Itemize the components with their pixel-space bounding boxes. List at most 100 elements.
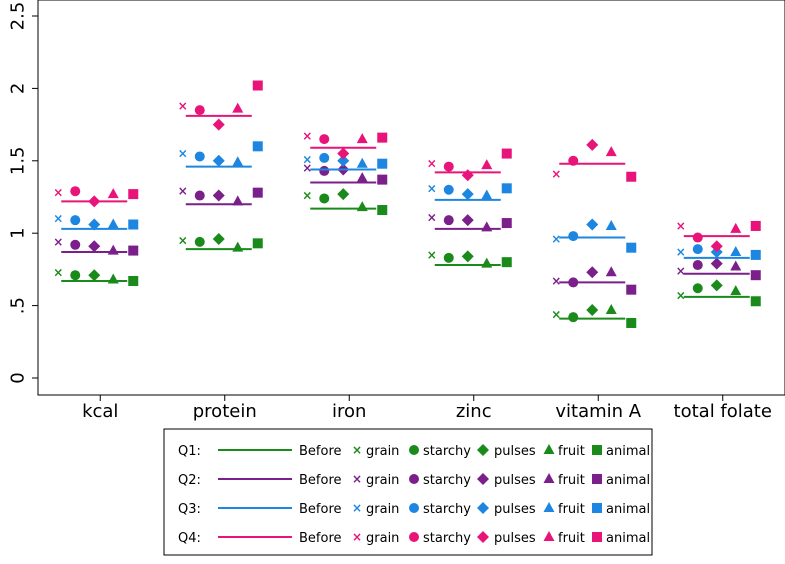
legend-starchy-marker [409,503,419,513]
x-tick-label: iron [332,401,366,422]
starchy-point [693,260,703,270]
legend-grain-label: grain [366,502,399,517]
legend-quartile-label: Q2: [178,473,201,488]
pulses-point [88,269,100,281]
legend-grain-marker: × [352,501,362,515]
starchy-point [195,191,205,201]
animal-point [502,149,512,159]
animal-point [128,276,138,286]
legend-fruit-label: fruit [558,473,585,488]
legend-quartile-label: Q1: [178,444,201,459]
starchy-point [568,156,578,166]
pulses-point [337,188,349,200]
grain-point: × [53,235,63,249]
legend-starchy-marker [409,445,419,455]
fruit-point [730,223,741,233]
pulses-point [88,195,100,207]
starchy-point [444,185,454,195]
legend-grain-marker: × [352,530,362,544]
legend-fruit-label: fruit [558,502,585,517]
grain-point: × [302,189,312,203]
grain-point: × [178,147,188,161]
starchy-point [195,237,205,247]
data-marks: ×××××××××××××××××××××××× [53,81,761,328]
fruit-point [606,266,617,276]
y-tick-label: 2.5 [8,2,29,31]
fruit-point [108,274,119,284]
y-tick-label: 2 [8,83,29,94]
plot-frame [38,0,785,395]
animal-point [751,221,761,231]
animal-point [626,172,636,182]
grain-point: × [427,181,437,195]
legend-fruit-label: fruit [558,444,585,459]
legend-fruit-label: fruit [558,531,585,546]
starchy-point [693,244,703,254]
starchy-point [568,231,578,241]
fruit-point [481,221,492,231]
starchy-point [70,215,80,225]
fruit-point [606,220,617,230]
pulses-point [462,188,474,200]
legend-grain-marker: × [352,472,362,486]
legend-pulses-label: pulses [494,444,536,459]
pulses-point [586,266,598,278]
fruit-point [730,285,741,295]
animal-point [128,189,138,199]
series-q4: × × × × × × [53,81,761,253]
x-tick-label: vitamin A [555,401,641,422]
fruit-point [357,201,368,211]
x-tick-label: kcal [82,401,118,422]
legend-starchy-label: starchy [423,531,471,546]
animal-point [253,238,263,248]
legend-animal-marker [592,474,602,484]
fruit-point [357,172,368,182]
grain-point: × [178,184,188,198]
x-tick-label: total folate [674,401,772,422]
fruit-point [357,133,368,143]
animal-point [377,205,387,215]
legend-before-label: Before [299,502,342,517]
animal-point [253,188,263,198]
legend-animal-label: animal [606,531,650,546]
grain-point: × [427,157,437,171]
animal-point [626,243,636,253]
animal-point [253,141,263,151]
grain-point: × [676,264,686,278]
legend-quartile-label: Q3: [178,502,201,517]
animal-point [128,220,138,230]
legend-starchy-marker [409,532,419,542]
starchy-point [568,277,578,287]
grain-point: × [302,129,312,143]
legend-before-label: Before [299,531,342,546]
grain-point: × [178,99,188,113]
legend: Q1: Before × grain starchy pulses fruit animal Q… [164,429,652,555]
series-q2: × × × × × × [53,161,761,295]
pulses-point [213,119,225,131]
pulses-point [711,279,723,291]
grain-point: × [178,233,188,247]
series-q1: ×××××× [53,188,761,328]
fruit-point [232,156,243,166]
pulses-point [213,190,225,202]
fruit-point [481,190,492,200]
grain-point: × [551,307,561,321]
legend-starchy-label: starchy [423,502,471,517]
legend-animal-label: animal [606,502,650,517]
legend-grain-marker: × [352,443,362,457]
legend-grain-label: grain [366,473,399,488]
pulses-point [337,148,349,160]
pulses-point [88,240,100,252]
starchy-point [70,240,80,250]
starchy-point [444,162,454,172]
animal-point [377,159,387,169]
legend-animal-label: animal [606,473,650,488]
starchy-point [319,193,329,203]
starchy-point [568,312,578,322]
fruit-point [730,261,741,271]
fruit-point [357,158,368,168]
starchy-point [319,153,329,163]
legend-starchy-label: starchy [423,473,471,488]
legend-before-label: Before [299,473,342,488]
